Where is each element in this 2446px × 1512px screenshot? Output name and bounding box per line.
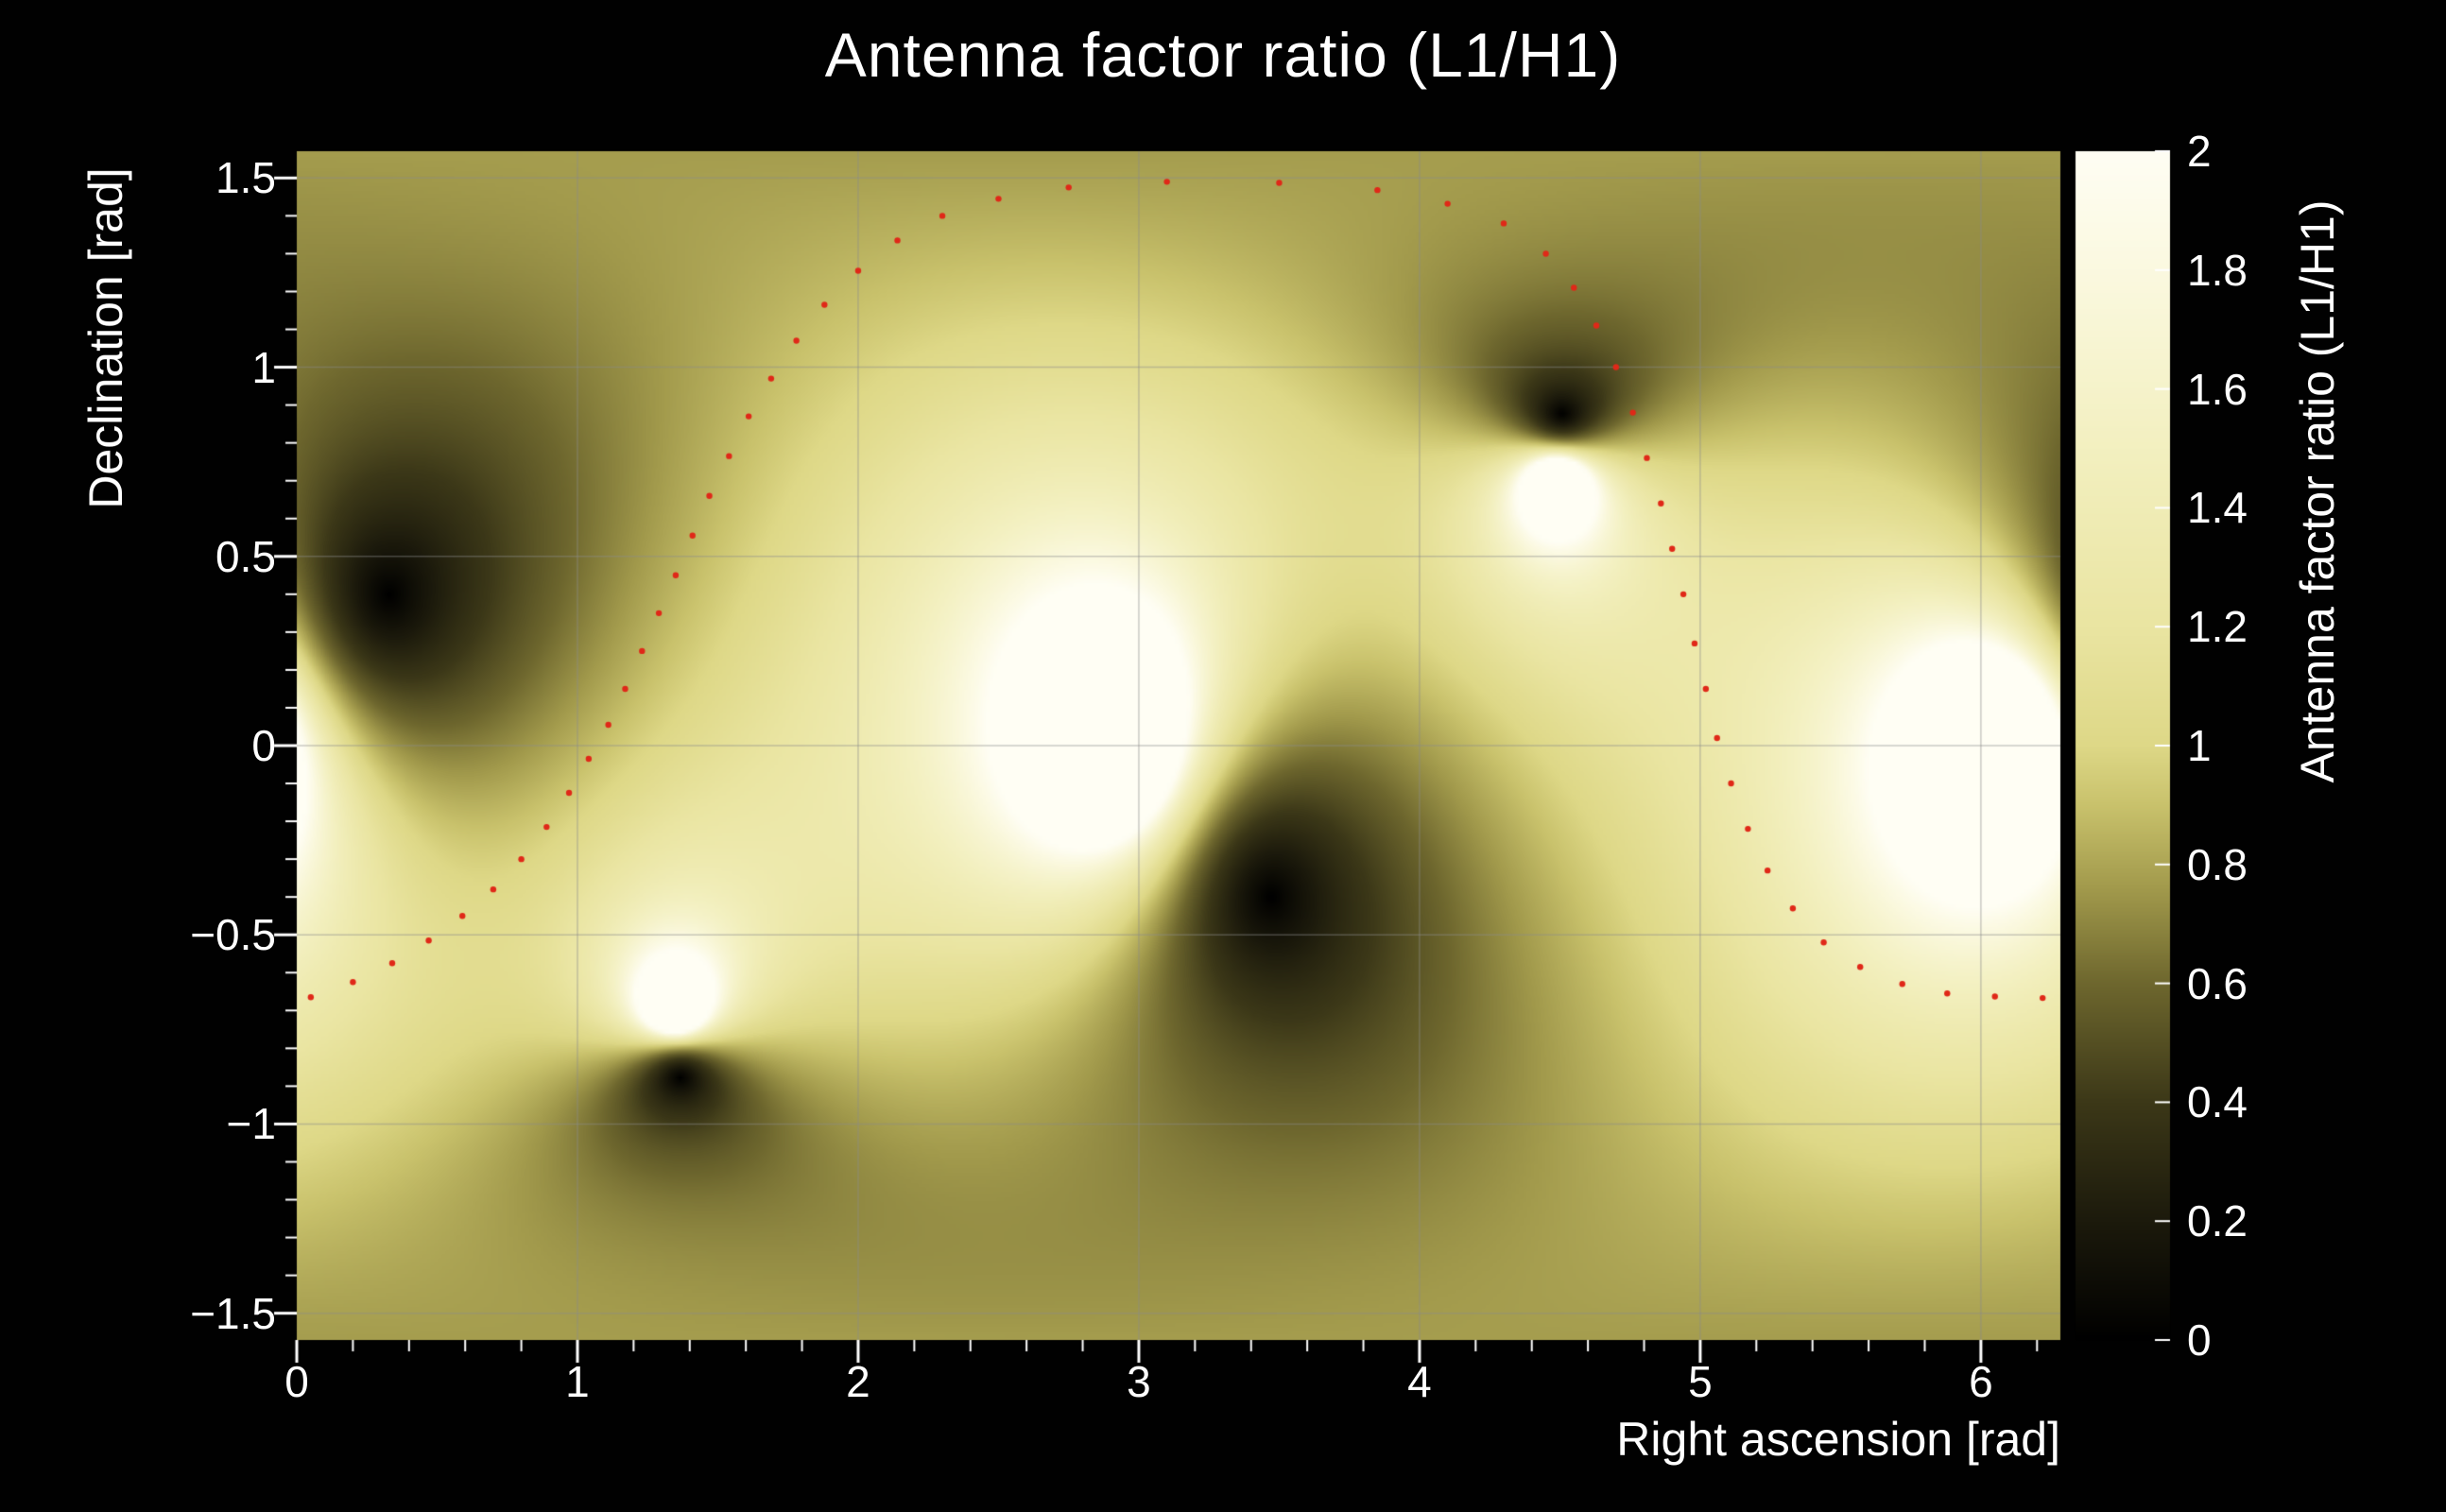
y-tick-label: −0.5 [190, 910, 276, 960]
z-tick-label: 0.8 [2187, 839, 2248, 889]
chart-title: Antenna factor ratio (L1/H1) [824, 20, 1622, 90]
z-tick-label: 1.2 [2187, 602, 2248, 652]
y-tick-label: 0 [251, 721, 276, 770]
y-tick-label: −1 [226, 1099, 276, 1149]
y-tick-label: 0.5 [215, 531, 276, 581]
x-tick-label: 0 [284, 1357, 309, 1406]
x-tick-label: 5 [1688, 1357, 1713, 1406]
x-tick-label: 2 [846, 1357, 870, 1406]
z-tick-label: 1.6 [2187, 364, 2248, 414]
y-axis-title: Declination [rad] [79, 167, 132, 509]
z-tick-label: 0 [2187, 1315, 2212, 1365]
z-tick-label: 0.6 [2187, 958, 2248, 1008]
x-tick-label: 1 [565, 1357, 590, 1406]
z-tick-label: 0.4 [2187, 1077, 2248, 1127]
z-tick-label: 2 [2187, 127, 2212, 176]
x-tick-label: 4 [1407, 1357, 1432, 1406]
z-tick-label: 1.8 [2187, 245, 2248, 295]
x-tick-label: 3 [1127, 1357, 1151, 1406]
y-tick-label: 1 [251, 342, 276, 392]
x-axis-title: Right ascension [rad] [1616, 1413, 2060, 1466]
z-tick-label: 1.4 [2187, 483, 2248, 533]
x-tick-label: 6 [1969, 1357, 1993, 1406]
z-tick-label: 1 [2187, 721, 2212, 770]
z-tick-label: 0.2 [2187, 1196, 2248, 1246]
y-tick-label: −1.5 [190, 1288, 276, 1338]
y-tick-label: 1.5 [215, 153, 276, 203]
colorbar-title: Antenna factor ratio (L1/H1) [2291, 199, 2344, 783]
